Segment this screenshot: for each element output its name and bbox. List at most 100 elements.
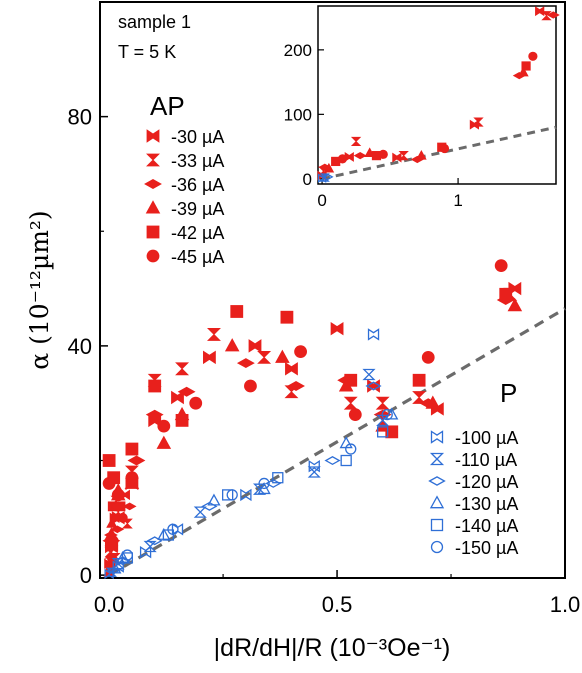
legend-marker [146,153,160,167]
ap-data-point [236,358,255,369]
ap-data-point [280,310,294,324]
y-axis-label: α (10⁻¹²µm²) [25,210,54,369]
ap-data-point [109,501,128,512]
ap-data-point [344,373,358,387]
p-data-point [265,478,282,488]
p-data-point [362,368,376,381]
ap-data-point [122,502,137,511]
p-data-point [226,489,238,501]
p-data-point [258,477,270,490]
ap-data-point [121,518,133,529]
inset-data-point [392,152,402,163]
p-data-point [167,523,179,535]
inset-data-point [344,151,354,162]
ap-data-point [125,471,139,485]
legend-label: -30 µA [171,127,224,147]
legend-p-title: P [500,378,517,408]
sample-annotation: sample 1 [118,12,191,32]
ap-data-point [285,362,298,376]
ap-data-point [494,259,508,273]
ap-data-point [110,525,125,534]
p-data-point [193,506,207,518]
ap-data-point [207,328,221,341]
ap-data-point [244,379,257,393]
inset-data-point [521,61,531,71]
legend-marker [144,179,162,189]
inset-x-tick-label: 0 [317,191,326,210]
legend-marker [146,249,160,263]
p-data-point [121,552,134,564]
ap-data-point [102,454,116,467]
x-tick-label: 1.0 [550,592,581,617]
legend-marker [146,225,160,239]
ap-data-point [421,350,435,364]
main-fit-line [108,307,566,577]
legend-label: -45 µA [171,247,224,267]
p-data-point [112,560,124,573]
ap-data-point [111,488,125,502]
ap-data-point [177,386,196,397]
y-tick-label: 80 [68,105,92,130]
inset-axes: 0 1 0 100 200 [284,41,463,210]
p-data-point [367,328,380,341]
y-tick-label: 40 [68,334,92,359]
p-data-point [104,568,114,580]
inset-data-point [541,11,552,21]
p-data-point [257,482,271,495]
p-data-point [240,488,252,502]
inset-data-point [518,66,529,77]
y-tick-label: 0 [80,563,92,588]
ap-data-point [156,435,172,449]
x-tick-label: 0.5 [322,592,353,617]
inset-data-point [416,149,427,160]
legend-label: -36 µA [171,175,224,195]
p-data-point [307,466,321,478]
p-data-point [201,501,218,511]
ap-data-point [104,527,119,541]
p-data-point [345,443,357,455]
ap-data-point [189,396,203,410]
ap-data-point [102,477,116,490]
ap-data-point [148,379,162,393]
ap-data-point [175,362,190,376]
inset-data-point [439,143,450,154]
legend-label: -42 µA [171,223,224,243]
legend-marker [430,430,444,444]
fit-line [108,307,566,577]
ap-data-point [230,305,244,318]
legend-marker [430,518,444,532]
x-tick-label: 0.0 [94,592,125,617]
inset-data-point [378,149,388,159]
legend-label: -33 µA [171,151,224,171]
legend-label: -150 µA [455,538,518,558]
plot-frame [99,1,566,579]
p-data-point [272,472,284,484]
legend-marker [429,495,445,509]
ap-data-point [367,379,380,393]
ap-data-point [257,350,272,364]
inset-data-point [323,162,335,173]
p-data-point [114,556,131,566]
p-data-point [252,483,267,495]
ap-data-point [275,349,290,363]
inset-data-points [317,6,560,183]
p-data-point [146,536,163,546]
inset-y-tick-label: 100 [284,105,312,124]
inset-data-point [546,11,560,19]
p-data-point [376,426,389,438]
legend-marker [429,452,445,466]
legend-p: P -100 µA-110 µA-120 µA-130 µA-140 µA-15… [428,378,518,558]
legend-label: -130 µA [455,494,518,514]
p-data-point [308,460,320,473]
ap-data-point [175,413,189,427]
p-data-point [207,493,221,506]
ap-data-point [507,298,523,312]
inset-data-point [535,6,545,17]
inset-data-point [528,51,538,61]
legend-marker [146,129,160,143]
legend-label: -140 µA [455,516,518,536]
legend-label: -100 µA [455,428,518,448]
main-axes: 0.0 0.5 1.0 0 40 80 [68,105,581,617]
